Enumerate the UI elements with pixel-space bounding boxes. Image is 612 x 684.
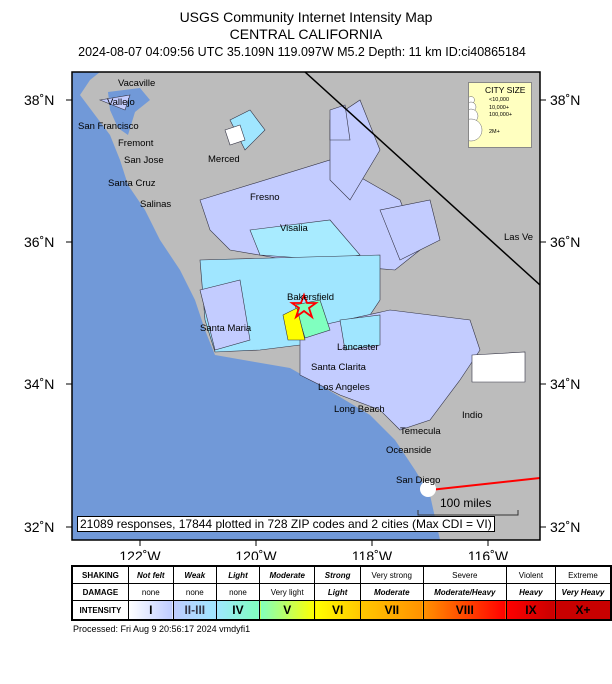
shaking-cell: Extreme xyxy=(554,565,612,584)
intensity-cell: I xyxy=(127,600,174,621)
lon-labels: 122˚W 120˚W 118˚W 116˚W xyxy=(119,548,508,560)
city-label: Las Ve xyxy=(504,232,533,243)
city-label: Fresno xyxy=(250,192,280,203)
intensity-cell: VI xyxy=(314,600,361,621)
zip-code-patches xyxy=(98,94,526,431)
city-label: Vacaville xyxy=(118,78,155,89)
city-label: Lancaster xyxy=(337,342,379,353)
svg-text:32˚N: 32˚N xyxy=(24,519,54,535)
lat-labels-right: 38˚N 36˚N 34˚N 32˚N xyxy=(550,92,580,535)
svg-text:118˚W: 118˚W xyxy=(352,548,393,560)
damage-header: DAMAGE xyxy=(71,583,129,601)
city-label: San Diego xyxy=(396,475,440,486)
damage-cell: none xyxy=(172,583,217,601)
lat-labels-left: 38˚N 36˚N 34˚N 32˚N xyxy=(24,92,54,535)
city-label: Fremont xyxy=(118,138,154,149)
shaking-cell: Strong xyxy=(314,565,361,584)
shaking-header: SHAKING xyxy=(71,565,129,584)
scale-bar xyxy=(417,510,519,516)
scale-label: 100 miles xyxy=(440,496,492,510)
intensity-cell: IV xyxy=(215,600,261,621)
city-labels: Vacaville Vallejo San Francisco Fremont … xyxy=(78,78,533,486)
damage-cell: Very Heavy xyxy=(554,583,612,601)
city-size-item: 100,000+ xyxy=(489,112,513,118)
shaking-cell: Violent xyxy=(505,565,556,584)
city-label: San Francisco xyxy=(78,121,139,132)
city-size-legend: CITY SIZE <10,000 10,000+ 100,000+ 2M+ xyxy=(468,82,532,148)
intensity-cell: X+ xyxy=(554,600,612,621)
intensity-legend: SHAKING Not felt Weak Light Moderate Strong Ve… xyxy=(71,565,612,621)
city-size-item: 2M+ xyxy=(489,129,500,135)
city-label: Los Angeles xyxy=(318,382,370,393)
city-label: Santa Maria xyxy=(200,323,252,334)
city-label: Visalia xyxy=(280,223,309,234)
damage-cell: Light xyxy=(314,583,361,601)
intensity-cell: V xyxy=(259,600,316,621)
city-label: Temecula xyxy=(400,426,441,437)
shaking-cell: Light xyxy=(215,565,261,584)
damage-cell: Heavy xyxy=(505,583,556,601)
region-title: CENTRAL CALIFORNIA xyxy=(229,26,383,42)
city-size-item: <10,000 xyxy=(489,97,510,103)
damage-cell: none xyxy=(215,583,261,601)
intensity-header: INTENSITY xyxy=(71,600,129,621)
svg-text:34˚N: 34˚N xyxy=(550,376,580,392)
svg-text:38˚N: 38˚N xyxy=(24,92,54,108)
svg-text:34˚N: 34˚N xyxy=(24,376,54,392)
event-info: 2024-08-07 04:09:56 UTC 35.109N 119.097W… xyxy=(78,45,526,59)
processed-timestamp: Processed: Fri Aug 9 20:56:17 2024 vmdyf… xyxy=(73,624,251,634)
svg-text:38˚N: 38˚N xyxy=(550,92,580,108)
city-label: San Jose xyxy=(124,155,164,166)
damage-cell: Moderate xyxy=(359,583,424,601)
city-label: Merced xyxy=(208,154,240,165)
intensity-cell: IX xyxy=(505,600,556,621)
city-label: Salinas xyxy=(140,199,171,210)
shaking-cell: Moderate xyxy=(259,565,316,584)
svg-text:32˚N: 32˚N xyxy=(550,519,580,535)
damage-cell: Very light xyxy=(259,583,316,601)
shaking-cell: Very strong xyxy=(359,565,424,584)
epicenter-star-icon xyxy=(289,292,319,320)
city-size-circles xyxy=(469,96,483,142)
city-size-item: 10,000+ xyxy=(489,104,510,111)
intensity-cell: VIII xyxy=(422,600,507,621)
mexico-border xyxy=(429,477,540,491)
intensity-map: Vacaville Vallejo San Francisco Fremont … xyxy=(24,71,580,560)
shaking-cell: Weak xyxy=(172,565,217,584)
city-label: Santa Clarita xyxy=(311,362,367,373)
intensity-cell: II-III xyxy=(172,600,217,621)
svg-text:120˚W: 120˚W xyxy=(235,548,277,560)
city-label: Indio xyxy=(462,410,483,421)
responses-banner: 21089 responses, 17844 plotted in 728 ZI… xyxy=(77,516,495,532)
city-label: Oceanside xyxy=(386,445,431,456)
damage-cell: none xyxy=(127,583,174,601)
svg-text:36˚N: 36˚N xyxy=(550,234,580,250)
tick-marks xyxy=(66,99,546,546)
state-border xyxy=(304,72,540,286)
shaking-cell: Not felt xyxy=(127,565,174,584)
city-label: Long Beach xyxy=(334,404,385,415)
svg-text:122˚W: 122˚W xyxy=(119,548,161,560)
svg-text:36˚N: 36˚N xyxy=(24,234,54,250)
map-title: USGS Community Internet Intensity Map xyxy=(179,9,433,25)
city-label: Santa Cruz xyxy=(108,178,156,189)
city-label: Bakersfield xyxy=(287,292,334,303)
shaking-cell: Severe xyxy=(422,565,507,584)
map-frame xyxy=(71,71,541,541)
intensity-cell: VII xyxy=(359,600,424,621)
city-label: Vallejo xyxy=(107,97,135,108)
city-marker-san-diego xyxy=(420,481,436,497)
damage-cell: Moderate/Heavy xyxy=(422,583,507,601)
svg-text:116˚W: 116˚W xyxy=(468,548,509,560)
city-size-title: CITY SIZE xyxy=(485,85,526,95)
